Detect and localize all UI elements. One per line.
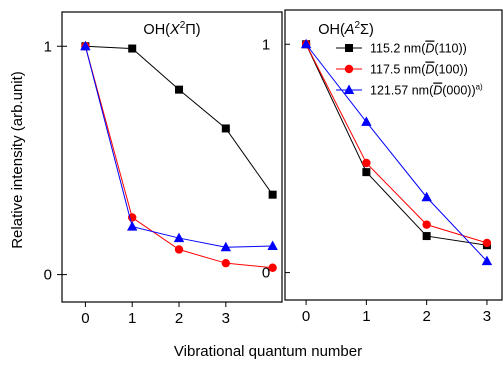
right-panel-frame <box>284 9 503 301</box>
left-series-1-point <box>268 263 277 272</box>
left-ytick-label: 1 <box>44 38 52 55</box>
right-xtick-label: 0 <box>302 308 310 325</box>
left-series-1-point <box>221 258 231 268</box>
legend-label-0: 115.2 nm(D(110)) <box>370 42 467 56</box>
right-title-base: OH( <box>318 22 345 38</box>
left-xtick-label: 3 <box>222 310 230 327</box>
right-xtick-label: 3 <box>483 308 491 325</box>
left-plot-area: 0 1 2 3 0 1 <box>44 38 278 327</box>
left-ytick-label: 0 <box>44 267 52 284</box>
right-title-sup: 2 <box>354 20 360 31</box>
legend-marker-0 <box>345 44 353 52</box>
left-series-0-point <box>268 190 277 199</box>
left-title-italic: X <box>169 22 181 38</box>
right-plot-area: 0 1 2 3 0 1 <box>262 36 493 325</box>
x-axis-label: Vibrational quantum number <box>174 343 362 360</box>
legend-label-2: 121.57 nm(D(000))a) <box>370 83 483 98</box>
legend: 115.2 nm(D(110)) 117.5 nm(D(100)) 121.57 n… <box>336 42 483 98</box>
right-xtick-label: 1 <box>362 308 370 325</box>
left-series-0-point <box>175 85 184 94</box>
right-series-0-point <box>422 232 431 241</box>
left-panel-title: OH(X2Π) <box>143 20 200 38</box>
left-title-base: OH( <box>143 22 170 38</box>
left-series-2-point <box>80 40 91 51</box>
left-title-sup: 2 <box>180 20 186 31</box>
legend-label-1: 117.5 nm(D(100)) <box>370 63 468 77</box>
right-series-1-point <box>482 238 492 248</box>
right-series-2-point <box>421 191 432 202</box>
left-xtick-label: 1 <box>128 310 136 327</box>
left-title-tail: Π) <box>185 22 200 38</box>
left-series-2-point <box>173 232 185 243</box>
left-series-0-point <box>128 44 137 53</box>
right-series-2-point <box>361 116 372 126</box>
left-xtick-label: 2 <box>175 310 183 327</box>
right-series-0-point <box>362 168 371 177</box>
left-series-2-point <box>267 240 278 251</box>
right-series-2-point <box>300 38 312 49</box>
left-series-2-line <box>84 46 273 248</box>
right-series-1-line <box>305 44 488 244</box>
right-xtick-label: 2 <box>422 308 430 325</box>
left-xtick-label: 0 <box>81 310 89 327</box>
right-ytick-label: 0 <box>262 265 270 282</box>
legend-marker-2 <box>343 84 355 94</box>
left-series-0-point <box>221 124 230 133</box>
right-ytick-label: 1 <box>262 36 270 53</box>
left-series-0-line <box>85 45 274 195</box>
right-panel-title: OH(A2Σ) <box>318 20 374 38</box>
y-axis-label: Relative intensity (arb.unit) <box>9 71 26 249</box>
right-series-2-point <box>481 255 493 266</box>
right-series-2-line <box>305 43 488 262</box>
left-panel-frame <box>61 11 283 303</box>
left-series-2-point <box>127 221 138 231</box>
left-series-1-point <box>174 245 184 254</box>
left-series-2-point <box>220 241 232 252</box>
legend-marker-1 <box>344 64 354 74</box>
right-title-tail: Σ) <box>360 22 374 38</box>
right-title-italic: A <box>344 22 355 38</box>
right-series-0-line <box>305 44 488 246</box>
right-series-1-point <box>362 158 371 168</box>
right-series-1-point <box>422 220 431 229</box>
